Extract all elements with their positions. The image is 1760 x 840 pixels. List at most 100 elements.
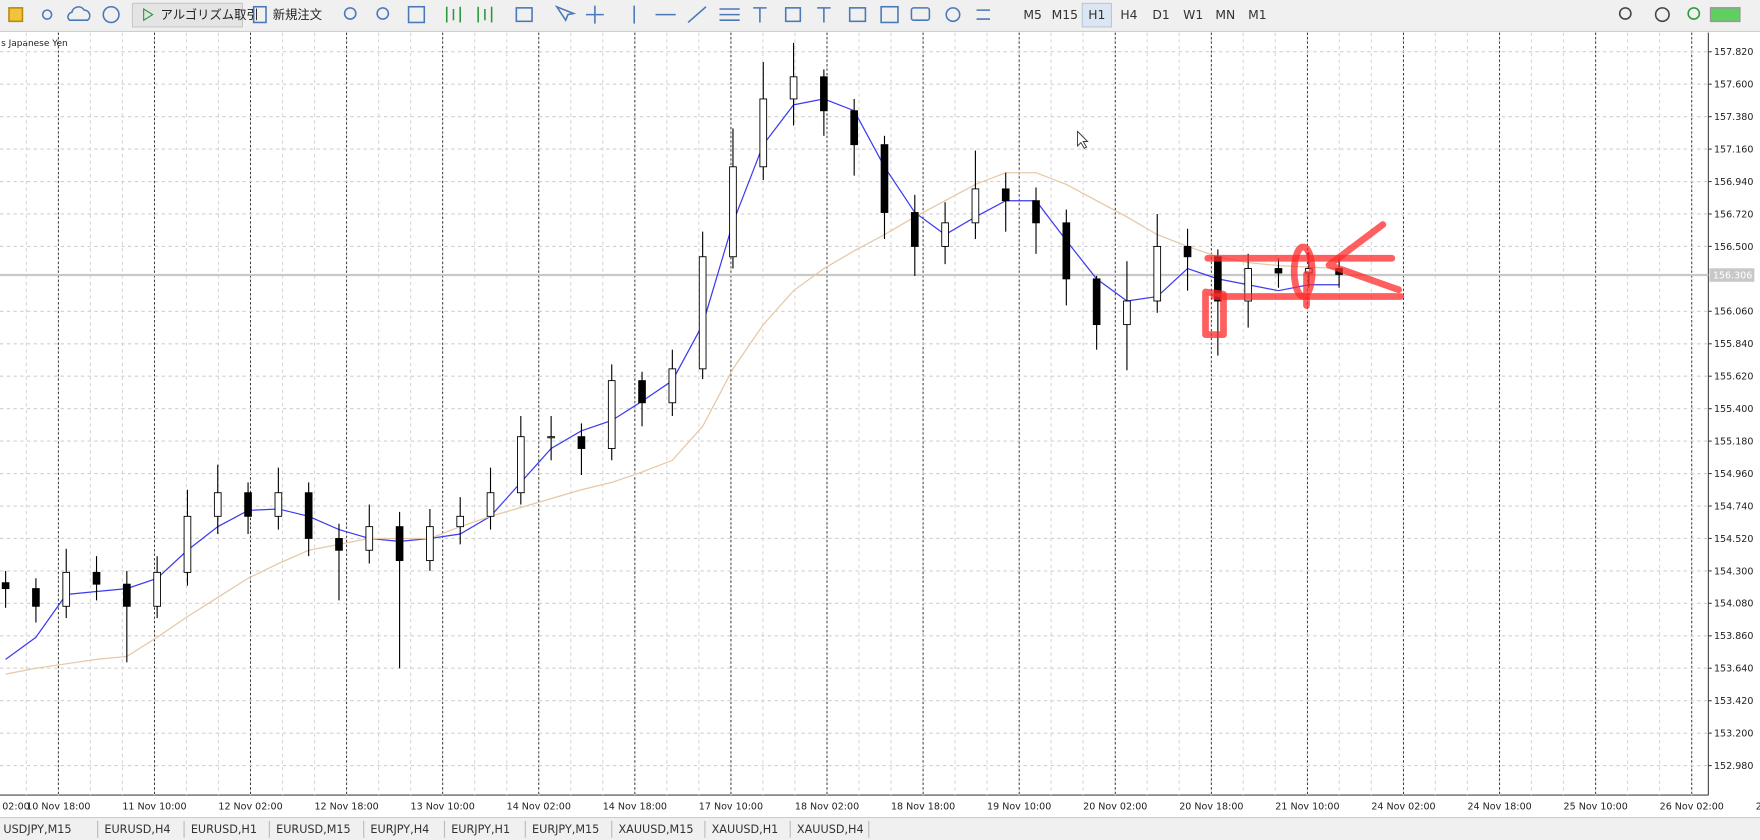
timeframe-button[interactable]: MN: [1215, 8, 1235, 22]
channel-tool[interactable]: [719, 8, 740, 21]
chart-shift[interactable]: [477, 6, 493, 23]
tile-windows[interactable]: [407, 5, 426, 24]
candle-body: [456, 515, 465, 528]
briefcase-icon[interactable]: [8, 7, 24, 23]
candle-body: [607, 380, 616, 449]
time-label: 24 Nov 02:00: [1371, 802, 1435, 813]
price-tick-label: 155.400: [1714, 404, 1753, 415]
time-label: 10 Nov 18:00: [26, 802, 90, 813]
price-tick-label: 154.740: [1714, 501, 1753, 512]
price-tick-label: 154.520: [1714, 534, 1753, 545]
account-icon[interactable]: [1654, 7, 1670, 23]
timeframe-button[interactable]: D1: [1152, 8, 1169, 22]
candle-body: [244, 492, 252, 517]
indicator-icon[interactable]: [880, 5, 899, 24]
chart-tab[interactable]: EURJPY,M15: [532, 823, 599, 836]
zoom-in[interactable]: [343, 7, 357, 20]
timeframe-button[interactable]: W1: [1183, 8, 1203, 22]
time-label: 26 Nov 18:00: [1756, 802, 1760, 813]
candle-body: [1032, 200, 1040, 224]
candle-body: [1183, 245, 1192, 258]
new-order-label[interactable]: 新規注文: [273, 7, 322, 22]
chart-tab[interactable]: EURUSD,M15: [276, 823, 351, 836]
signal-status: [1687, 7, 1701, 20]
candle-body: [577, 436, 586, 449]
chart-tabs: USDJPY,M15 EURUSD,H4 EURUSD,H1 EURUSD,M15 EU…: [3, 820, 870, 838]
time-label: 17 Nov 10:00: [699, 802, 763, 813]
candle-body: [304, 492, 313, 539]
chart-tab[interactable]: EURJPY,H4: [370, 823, 429, 836]
candle-body: [910, 212, 919, 247]
chart-tab[interactable]: XAUUSD,H1: [712, 823, 779, 836]
signal-icon[interactable]: [41, 9, 53, 20]
price-tick-label: 157.380: [1714, 112, 1753, 123]
candle-body: [183, 515, 192, 573]
chart-tab[interactable]: EURJPY,H1: [451, 823, 510, 836]
price-tick-label: 154.080: [1714, 599, 1753, 610]
price-tick-label: 156.500: [1714, 242, 1753, 253]
candle-body: [1274, 268, 1283, 274]
candle-body: [516, 436, 525, 494]
candle-body: [1153, 245, 1162, 302]
algo-trading-button[interactable]: [131, 2, 244, 28]
autoscroll[interactable]: [445, 6, 461, 23]
price-tick-label: 157.600: [1714, 80, 1753, 91]
time-label: 20 Nov 02:00: [1083, 802, 1147, 813]
time-label: 13 Nov 10:00: [411, 802, 475, 813]
time-label: 24 Nov 18:00: [1467, 802, 1531, 813]
cursor-tool[interactable]: [554, 5, 577, 22]
time-label: 12 Nov 18:00: [314, 802, 378, 813]
chart-tab[interactable]: EURUSD,H1: [191, 823, 257, 836]
market-icon[interactable]: [102, 5, 120, 24]
more-icon[interactable]: [976, 9, 990, 20]
chart-tab[interactable]: EURUSD,H4: [104, 823, 170, 836]
time-label: 25 Nov 10:00: [1564, 802, 1628, 813]
cloud-icon[interactable]: [67, 6, 91, 21]
play-icon: [143, 7, 154, 22]
fibo-tool[interactable]: [753, 7, 767, 23]
algo-trading-label[interactable]: アルゴリズム取引: [161, 7, 259, 22]
candle-body: [153, 571, 161, 607]
candle-body: [850, 110, 858, 146]
candle-body: [274, 492, 283, 517]
candle-body: [759, 98, 768, 168]
price-tick-label: 153.860: [1714, 631, 1753, 642]
tab-bar: [0, 817, 1760, 840]
chart-tab[interactable]: XAUUSD,H4: [797, 823, 864, 836]
chart-tab[interactable]: USDJPY,M15: [3, 823, 71, 836]
price-tick-label: 157.820: [1714, 47, 1753, 58]
mouse-cursor: [1077, 130, 1089, 149]
timeframe-button[interactable]: H1: [1088, 8, 1105, 22]
objects-icon[interactable]: [945, 7, 961, 23]
annotation-stroke: [1325, 221, 1402, 294]
time-label: 21 Nov 10:00: [1275, 802, 1339, 813]
timeframe-button[interactable]: M15: [1052, 8, 1078, 22]
timeframe-button[interactable]: M1: [1248, 8, 1266, 22]
candle-body: [941, 222, 949, 247]
time-label: 14 Nov 02:00: [507, 802, 571, 813]
ok-icon[interactable]: [910, 7, 931, 21]
candle-body: [1092, 278, 1101, 326]
timeframe-buttons: M5 M15 H1 H4 D1 W1 MN M1: [1023, 2, 1267, 28]
shapes-tool[interactable]: [784, 7, 802, 23]
timeframe-button[interactable]: M5: [1023, 8, 1041, 22]
zoom-out[interactable]: [376, 7, 390, 20]
timeframe-button[interactable]: H4: [1120, 8, 1137, 22]
candle-body: [820, 76, 828, 112]
label-tool[interactable]: [848, 7, 867, 23]
candle-body: [486, 492, 495, 517]
chart-tab[interactable]: XAUUSD,M15: [618, 823, 693, 836]
search-icon[interactable]: [1618, 7, 1632, 20]
new-order-icon[interactable]: [252, 5, 267, 24]
text-tool[interactable]: [817, 7, 831, 23]
candle-body: [1123, 300, 1131, 326]
candle-body: [123, 583, 131, 607]
screenshot[interactable]: [515, 7, 533, 23]
candle-body: [92, 571, 101, 585]
candle-body: [547, 436, 555, 439]
candle-body: [698, 256, 707, 370]
moving-average: [5, 172, 1340, 675]
trendline-tool[interactable]: [687, 6, 707, 24]
crosshair-tool[interactable]: [585, 5, 604, 24]
time-label: 12 Nov 02:00: [218, 802, 282, 813]
